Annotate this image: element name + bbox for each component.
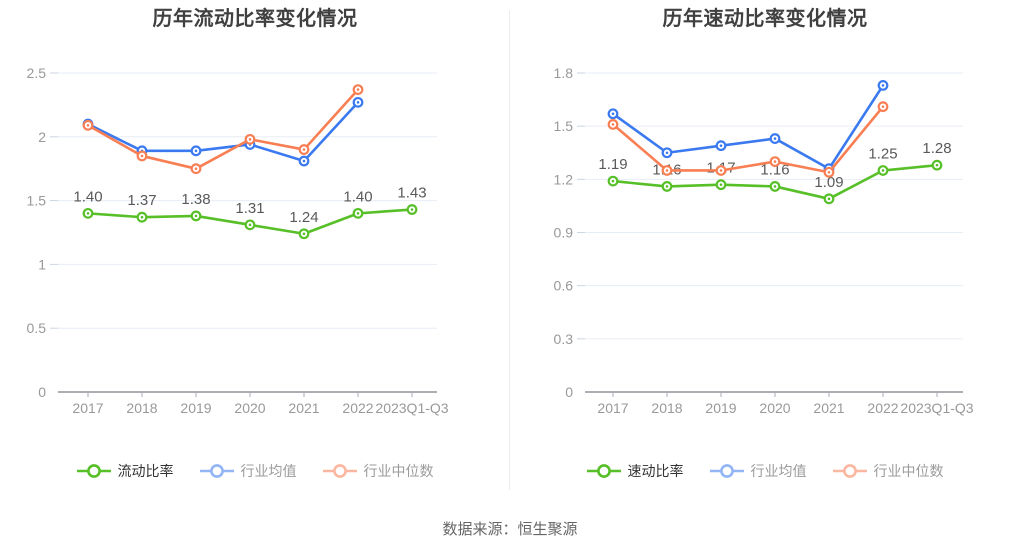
legend-marker-icon bbox=[199, 464, 234, 478]
svg-text:2017: 2017 bbox=[72, 400, 103, 416]
svg-text:0: 0 bbox=[565, 384, 573, 400]
current-ratio-plot: 0 0.5 1 1.5 2 2.5 2017 2018 2019 2020 2021 2022 2023… bbox=[27, 65, 449, 416]
svg-text:1.40: 1.40 bbox=[73, 188, 102, 205]
svg-text:1.38: 1.38 bbox=[181, 191, 210, 208]
legend-item-green[interactable]: 流动比率 bbox=[76, 461, 174, 481]
current-ratio-chart-title: 历年流动比率变化情况 bbox=[152, 8, 358, 30]
svg-text:0.9: 0.9 bbox=[554, 225, 574, 241]
legend-label: 行业中位数 bbox=[363, 463, 434, 479]
svg-text:2022: 2022 bbox=[342, 400, 373, 416]
legend-marker-icon bbox=[586, 464, 621, 478]
svg-text:1.37: 1.37 bbox=[127, 192, 156, 209]
quick-ratio-legend: 速动比率 行业均值 行业中位数 bbox=[510, 456, 1020, 486]
legend-marker-icon bbox=[322, 464, 357, 478]
svg-text:0.3: 0.3 bbox=[554, 331, 574, 347]
svg-text:1.5: 1.5 bbox=[27, 193, 47, 209]
legend-marker-icon bbox=[76, 464, 111, 478]
svg-text:2019: 2019 bbox=[705, 400, 736, 416]
svg-text:0.6: 0.6 bbox=[554, 278, 574, 294]
svg-text:2020: 2020 bbox=[759, 400, 790, 416]
svg-text:2.5: 2.5 bbox=[27, 65, 47, 81]
data-source-note: 数据来源：恒生聚源 bbox=[442, 521, 578, 538]
svg-text:1.16: 1.16 bbox=[760, 161, 789, 178]
svg-text:1.5: 1.5 bbox=[554, 118, 574, 134]
legend-item-orange[interactable]: 行业中位数 bbox=[832, 461, 944, 481]
legend-label: 行业均值 bbox=[240, 463, 297, 479]
svg-text:2: 2 bbox=[38, 129, 46, 145]
svg-text:1.31: 1.31 bbox=[235, 200, 264, 217]
chart-divider bbox=[509, 10, 510, 490]
svg-text:2017: 2017 bbox=[597, 400, 628, 416]
svg-text:1: 1 bbox=[38, 256, 46, 272]
legend-label: 流动比率 bbox=[117, 463, 174, 479]
svg-text:1.19: 1.19 bbox=[598, 156, 627, 173]
svg-text:1.40: 1.40 bbox=[343, 188, 372, 205]
svg-text:2022: 2022 bbox=[867, 400, 898, 416]
svg-text:1.2: 1.2 bbox=[554, 171, 574, 187]
quick-ratio-chart-title: 历年速动比率变化情况 bbox=[662, 8, 868, 30]
legend-item-blue[interactable]: 行业均值 bbox=[199, 461, 297, 481]
svg-text:1.43: 1.43 bbox=[397, 185, 426, 202]
current-ratio-legend: 流动比率 行业均值 行业中位数 bbox=[0, 456, 510, 486]
legend-label: 速动比率 bbox=[627, 463, 684, 479]
svg-text:2021: 2021 bbox=[288, 400, 319, 416]
current-ratio-chart: 历年流动比率变化情况 0 0.5 1 1.5 2 2.5 2017 2018 2019 2020 2… bbox=[0, 0, 510, 500]
svg-text:2020: 2020 bbox=[234, 400, 265, 416]
legend-label: 行业中位数 bbox=[873, 463, 944, 479]
legend-item-green[interactable]: 速动比率 bbox=[586, 461, 684, 481]
svg-text:2018: 2018 bbox=[651, 400, 682, 416]
svg-text:0.5: 0.5 bbox=[27, 320, 47, 336]
legend-item-blue[interactable]: 行业均值 bbox=[709, 461, 807, 481]
legend-marker-icon bbox=[709, 464, 744, 478]
quick-ratio-chart: 历年速动比率变化情况 0 0.3 0.6 0.9 1.2 1.5 1.8 2017 2018 20… bbox=[510, 0, 1020, 500]
svg-text:2019: 2019 bbox=[180, 400, 211, 416]
quick-ratio-plot: 0 0.3 0.6 0.9 1.2 1.5 1.8 2017 2018 2019 2020 2021 2… bbox=[554, 65, 974, 416]
svg-text:1.25: 1.25 bbox=[868, 145, 897, 162]
legend-item-orange[interactable]: 行业中位数 bbox=[322, 461, 434, 481]
svg-text:1.8: 1.8 bbox=[554, 65, 574, 81]
svg-text:2023Q1-Q3: 2023Q1-Q3 bbox=[375, 400, 448, 416]
svg-text:2021: 2021 bbox=[813, 400, 844, 416]
svg-text:1.24: 1.24 bbox=[289, 209, 318, 226]
svg-text:1.28: 1.28 bbox=[922, 140, 951, 157]
legend-label: 行业均值 bbox=[750, 463, 807, 479]
svg-text:0: 0 bbox=[38, 384, 46, 400]
svg-text:1.09: 1.09 bbox=[814, 174, 843, 191]
legend-marker-icon bbox=[832, 464, 867, 478]
svg-text:2018: 2018 bbox=[126, 400, 157, 416]
svg-text:2023Q1-Q3: 2023Q1-Q3 bbox=[900, 400, 973, 416]
